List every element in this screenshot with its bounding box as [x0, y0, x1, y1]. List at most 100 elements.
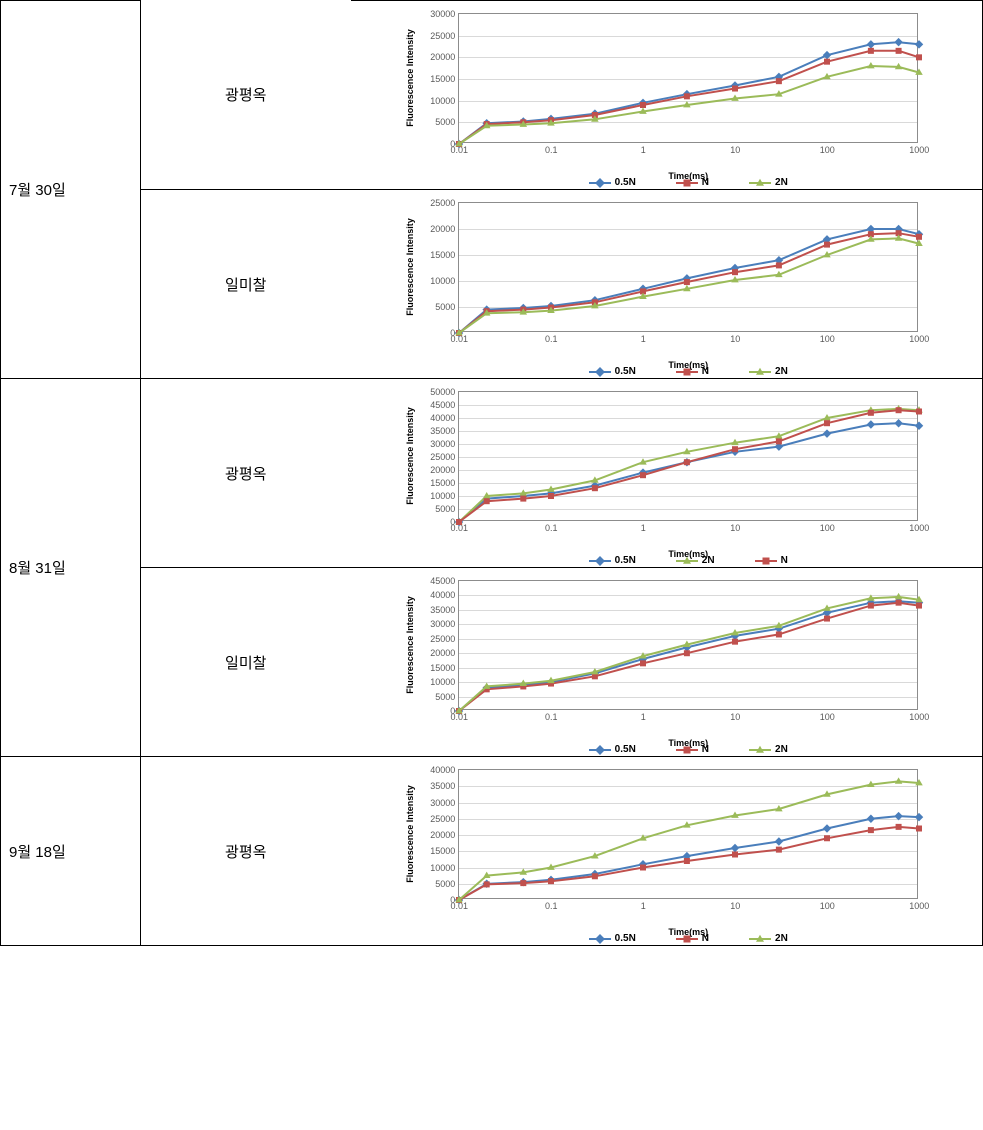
ytick-label: 30000	[430, 439, 459, 449]
chart: Fluorescence Intensity050001000015000200…	[359, 194, 975, 374]
series-marker	[823, 824, 831, 832]
series-marker	[896, 824, 902, 830]
series-line	[459, 603, 919, 711]
legend-item: 0.5N	[589, 744, 636, 755]
ytick-label: 25000	[430, 814, 459, 824]
variety-cell: 일미찰	[141, 190, 351, 379]
series-marker	[896, 48, 902, 54]
series-marker	[895, 419, 903, 427]
legend-item: 2N	[676, 555, 715, 566]
legend-item: N	[676, 744, 709, 755]
ytick-label: 25000	[430, 452, 459, 462]
series-marker	[916, 234, 922, 240]
series-marker	[895, 38, 903, 46]
plot-area: 0500010000150002000025000300003500040000…	[458, 391, 918, 521]
series-marker	[684, 650, 690, 656]
legend: 0.5N N 2N	[458, 744, 918, 755]
series-marker	[867, 815, 875, 823]
series-marker	[895, 812, 903, 820]
plot-area: 05000100001500020000250000.010.111010010…	[458, 202, 918, 332]
ytick-label: 35000	[430, 781, 459, 791]
ytick-label: 25000	[430, 31, 459, 41]
series-marker	[521, 496, 527, 502]
series-marker	[776, 847, 782, 853]
ytick-label: 15000	[430, 74, 459, 84]
table-row: 일미찰Fluorescence Intensity050001000015000…	[1, 190, 983, 379]
y-axis-label: Fluorescence Intensity	[405, 596, 415, 694]
data-table: 7월 30일광평옥Fluorescence Intensity050001000…	[0, 0, 983, 946]
y-axis-label: Fluorescence Intensity	[405, 407, 415, 505]
series-marker	[776, 78, 782, 84]
series-marker	[732, 446, 738, 452]
ytick-label: 20000	[430, 465, 459, 475]
series-marker	[731, 844, 739, 852]
series-marker	[592, 485, 598, 491]
legend-label: 2N	[775, 366, 788, 377]
table-row: 9월 18일광평옥Fluorescence Intensity050001000…	[1, 757, 983, 946]
ytick-label: 45000	[430, 400, 459, 410]
ytick-label: 15000	[430, 846, 459, 856]
chart-cell: Fluorescence Intensity 050001000015000200…	[351, 379, 983, 568]
legend-label: 0.5N	[615, 366, 636, 377]
legend-label: 0.5N	[615, 933, 636, 944]
series-marker	[640, 102, 646, 108]
chart: Fluorescence Intensity050001000015000200…	[359, 572, 975, 752]
ytick-label: 15000	[430, 663, 459, 673]
ytick-label: 40000	[430, 413, 459, 423]
series-marker	[915, 422, 923, 430]
ytick-label: 10000	[430, 863, 459, 873]
series-marker	[548, 878, 554, 884]
series-marker	[776, 631, 782, 637]
series-marker	[915, 40, 923, 48]
series-marker	[775, 837, 783, 845]
chart-cell: Fluorescence Intensity050001000015000200…	[351, 1, 983, 190]
legend: 0.5N N 2N	[458, 366, 918, 377]
plot-area: 0500010000150002000025000300003500040000…	[458, 769, 918, 899]
date-cell: 8월 31일	[1, 379, 141, 757]
series-line	[459, 238, 919, 333]
variety-cell: 광평옥	[141, 757, 351, 946]
series-marker	[732, 852, 738, 858]
variety-cell: 일미찰	[141, 568, 351, 757]
series-marker	[895, 777, 903, 783]
ytick-label: 5000	[435, 692, 459, 702]
legend-item: 0.5N	[589, 366, 636, 377]
variety-cell: 광평옥	[141, 1, 351, 190]
series-marker	[823, 51, 831, 59]
legend-label: 2N	[702, 555, 715, 566]
ytick-label: 50000	[430, 387, 459, 397]
table-row: 일미찰Fluorescence Intensity050001000015000…	[1, 568, 983, 757]
ytick-label: 5000	[435, 879, 459, 889]
date-cell: 7월 30일	[1, 1, 141, 379]
ytick-label: 15000	[430, 250, 459, 260]
series-marker	[776, 262, 782, 268]
ytick-label: 20000	[430, 52, 459, 62]
series-line	[459, 410, 919, 522]
ytick-label: 20000	[430, 224, 459, 234]
series-marker	[684, 279, 690, 285]
legend-label: N	[702, 933, 709, 944]
ytick-label: 10000	[430, 276, 459, 286]
ytick-label: 30000	[430, 9, 459, 19]
ytick-label: 5000	[435, 302, 459, 312]
series-marker	[867, 40, 875, 48]
series-line	[459, 423, 919, 522]
legend-label: 2N	[775, 933, 788, 944]
series-marker	[640, 472, 646, 478]
legend-label: 2N	[775, 744, 788, 755]
series-marker	[824, 616, 830, 622]
ytick-label: 25000	[430, 198, 459, 208]
series-marker	[868, 410, 874, 416]
series-marker	[896, 407, 902, 413]
ytick-label: 40000	[430, 765, 459, 775]
series-marker	[684, 858, 690, 864]
series-marker	[868, 827, 874, 833]
ytick-label: 30000	[430, 619, 459, 629]
chart-cell: Fluorescence Intensity050001000015000200…	[351, 757, 983, 946]
series-marker	[484, 881, 490, 887]
legend-item: N	[676, 366, 709, 377]
legend-item: N	[676, 933, 709, 944]
legend-label: N	[702, 744, 709, 755]
legend-item: 2N	[749, 744, 788, 755]
series-marker	[896, 600, 902, 606]
